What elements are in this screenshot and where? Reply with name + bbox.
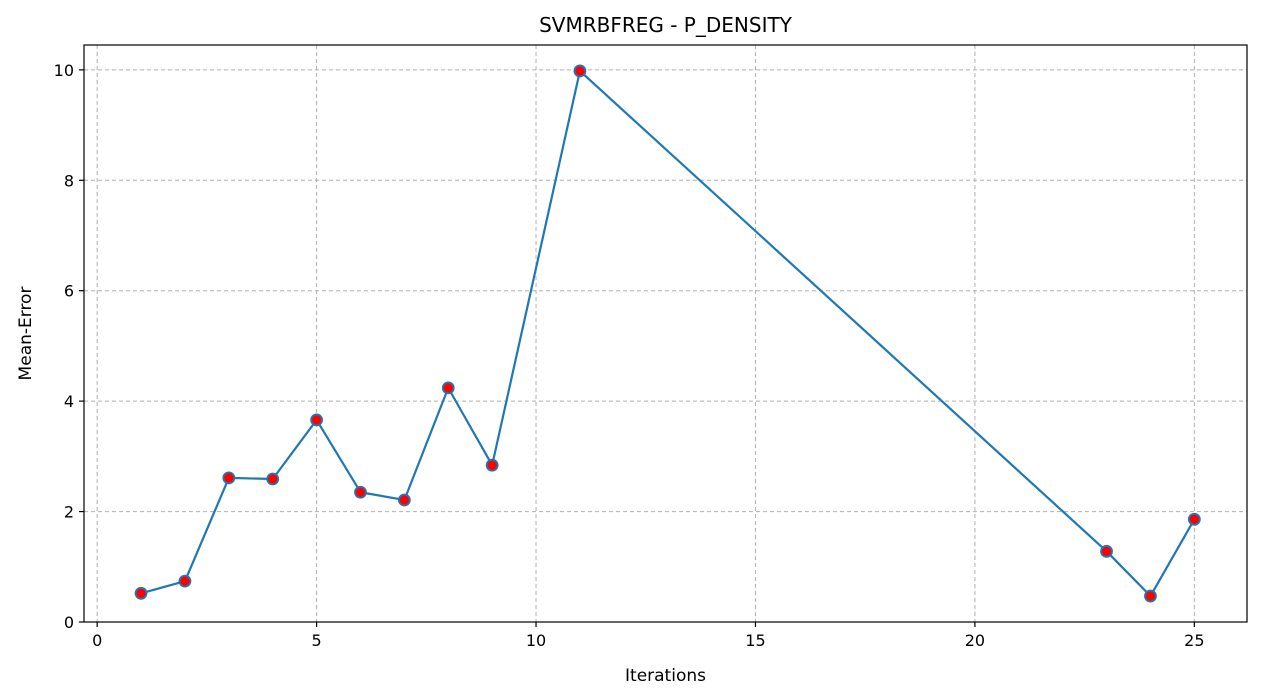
- y-tick-label: 0: [64, 613, 74, 632]
- y-axis-label: Mean-Error: [16, 287, 36, 381]
- data-point: [222, 471, 236, 485]
- data-point: [397, 493, 411, 507]
- y-tick-label: 8: [64, 171, 74, 190]
- data-point: [310, 413, 324, 427]
- data-point: [354, 485, 367, 499]
- data-point: [178, 574, 192, 588]
- data-point: [573, 64, 587, 78]
- data-point: [441, 381, 455, 395]
- plot-frame: [83, 44, 1248, 623]
- y-tick-label: 6: [64, 282, 74, 301]
- x-tick-label: 0: [92, 631, 102, 650]
- x-axis-label: Iterations: [625, 666, 706, 686]
- data-point: [485, 458, 499, 472]
- series-layer: [134, 64, 1201, 603]
- x-tick-label: 15: [745, 631, 765, 650]
- x-tick-label: 10: [526, 631, 546, 650]
- y-tick-label: 2: [64, 503, 74, 522]
- y-tick-label: 10: [54, 61, 74, 80]
- data-point: [266, 472, 280, 486]
- x-tick-label: 25: [1184, 631, 1204, 650]
- x-tick-label: 5: [312, 631, 322, 650]
- data-point: [134, 586, 148, 600]
- data-point: [1100, 544, 1113, 558]
- x-tick-label: 20: [965, 631, 985, 650]
- axis-ticks: 0 5 10 15 20 25 0 2 4 6 8 10: [54, 61, 1205, 650]
- y-tick-label: 4: [64, 392, 74, 411]
- data-point: [1144, 589, 1157, 603]
- data-point: [1187, 512, 1201, 526]
- chart-title: SVMRBFREG - P_DENSITY: [539, 13, 793, 37]
